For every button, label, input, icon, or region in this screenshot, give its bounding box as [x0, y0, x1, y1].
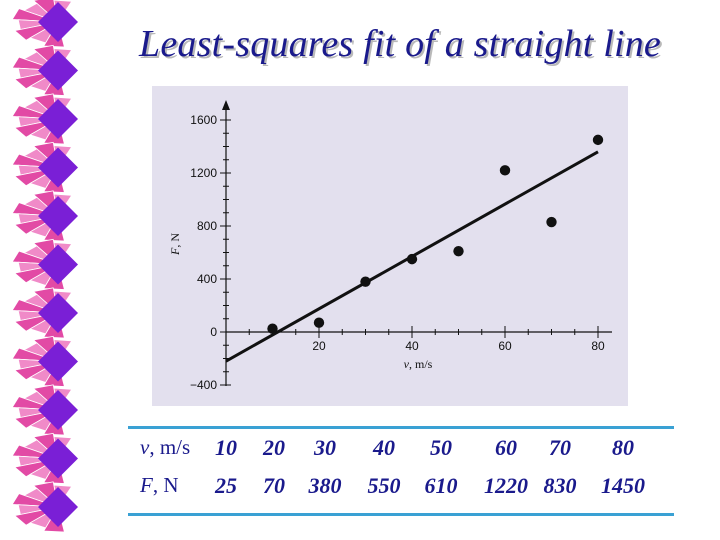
velocity-cell: 80 — [588, 435, 658, 461]
data-point — [360, 276, 370, 286]
pinwheel-ornament — [12, 482, 78, 532]
y-tick-label: 1200 — [190, 166, 217, 180]
pinwheel-ornament — [12, 45, 78, 95]
data-point — [267, 323, 277, 333]
data-points — [267, 135, 603, 334]
x-tick-label: 40 — [405, 339, 419, 353]
pinwheel-ornament — [12, 288, 78, 338]
y-tick-label: 800 — [197, 219, 217, 233]
pinwheel-ornament — [12, 336, 78, 386]
y-tick-label: 1600 — [190, 113, 217, 127]
velocity-cell: 50 — [406, 435, 476, 461]
pinwheel-ornament — [12, 142, 78, 192]
force-cell: 1450 — [588, 473, 658, 499]
x-tick-label: 20 — [312, 339, 326, 353]
velocity-row-header: v, m/s — [140, 435, 190, 460]
y-axis-arrow — [222, 100, 230, 110]
x-tick-label: 60 — [498, 339, 512, 353]
data-point — [453, 246, 463, 256]
data-point — [546, 217, 556, 227]
data-point — [500, 165, 510, 175]
y-tick-label: −400 — [190, 378, 217, 392]
y-tick-label: 400 — [197, 272, 217, 286]
force-cell: 830 — [525, 473, 595, 499]
y-ticks: 1600 1200 800 400 0 −400 — [190, 113, 231, 392]
scatter-plot-panel: 1600 1200 800 400 0 −400 20 40 60 80 v, m/s F, N — [152, 86, 628, 406]
pinwheel-ornament — [12, 94, 78, 144]
slide-title: Least-squares fit of a straight line — [110, 22, 690, 66]
data-point — [593, 135, 603, 145]
decorative-pinwheel-border — [0, 0, 100, 540]
velocity-cell: 70 — [525, 435, 595, 461]
table-row-force: F, N 25 70 380 550 610 1220 830 1450 — [128, 473, 674, 507]
data-point — [407, 254, 417, 264]
pinwheel-ornament — [12, 0, 78, 47]
scatter-plot: 1600 1200 800 400 0 −400 20 40 60 80 v, m/s F, N — [152, 86, 628, 406]
pinwheel-ornament — [12, 433, 78, 483]
y-axis-title: F, N — [168, 233, 182, 256]
x-ticks: 20 40 60 80 — [249, 326, 605, 353]
pinwheel-ornament — [12, 191, 78, 241]
y-tick-label: 0 — [210, 325, 217, 339]
data-point — [314, 318, 324, 328]
table-row-velocity: v, m/s 10 20 30 40 50 60 70 80 — [128, 435, 674, 469]
force-cell: 610 — [406, 473, 476, 499]
x-axis-title: v, m/s — [404, 357, 433, 371]
pinwheel-ornament — [12, 239, 78, 289]
x-tick-label: 80 — [591, 339, 605, 353]
data-table: v, m/s 10 20 30 40 50 60 70 80 F, N 25 70 380 550 6… — [128, 426, 674, 516]
force-row-header: F, N — [140, 473, 179, 498]
pinwheel-ornament — [12, 385, 78, 435]
